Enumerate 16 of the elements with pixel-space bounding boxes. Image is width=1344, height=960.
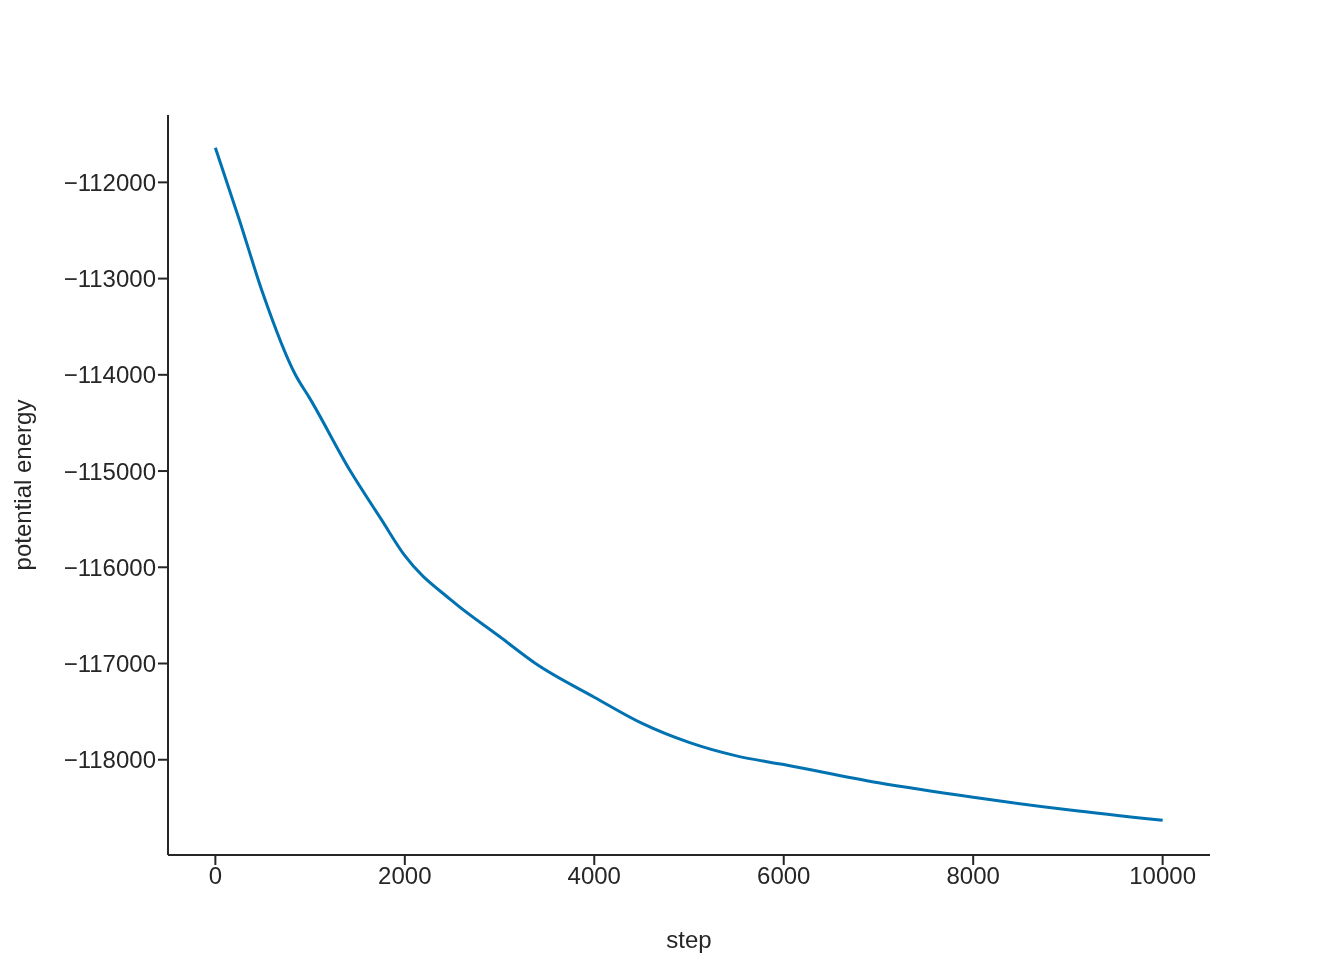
x-tick-label: 8000 [946, 862, 1000, 890]
x-axis-title: step [666, 926, 712, 953]
x-tick-label: 6000 [757, 862, 811, 890]
y-tick-label: −115000 [63, 457, 156, 485]
y-tick-label: −114000 [63, 361, 156, 389]
y-tick-label: −118000 [63, 746, 156, 774]
y-tick-label: −117000 [63, 650, 156, 678]
y-tick-label: −112000 [63, 168, 156, 196]
line-series [213, 146, 1165, 822]
x-tick-label: 4000 [567, 862, 621, 890]
y-tick-label: −116000 [63, 553, 156, 581]
x-tick-label: 0 [208, 862, 223, 890]
y-axis-title: potential energy [8, 399, 36, 571]
x-tick-label: 2000 [378, 862, 432, 890]
x-tick-label: 10000 [1129, 862, 1197, 890]
y-tick-label: −113000 [63, 265, 156, 293]
